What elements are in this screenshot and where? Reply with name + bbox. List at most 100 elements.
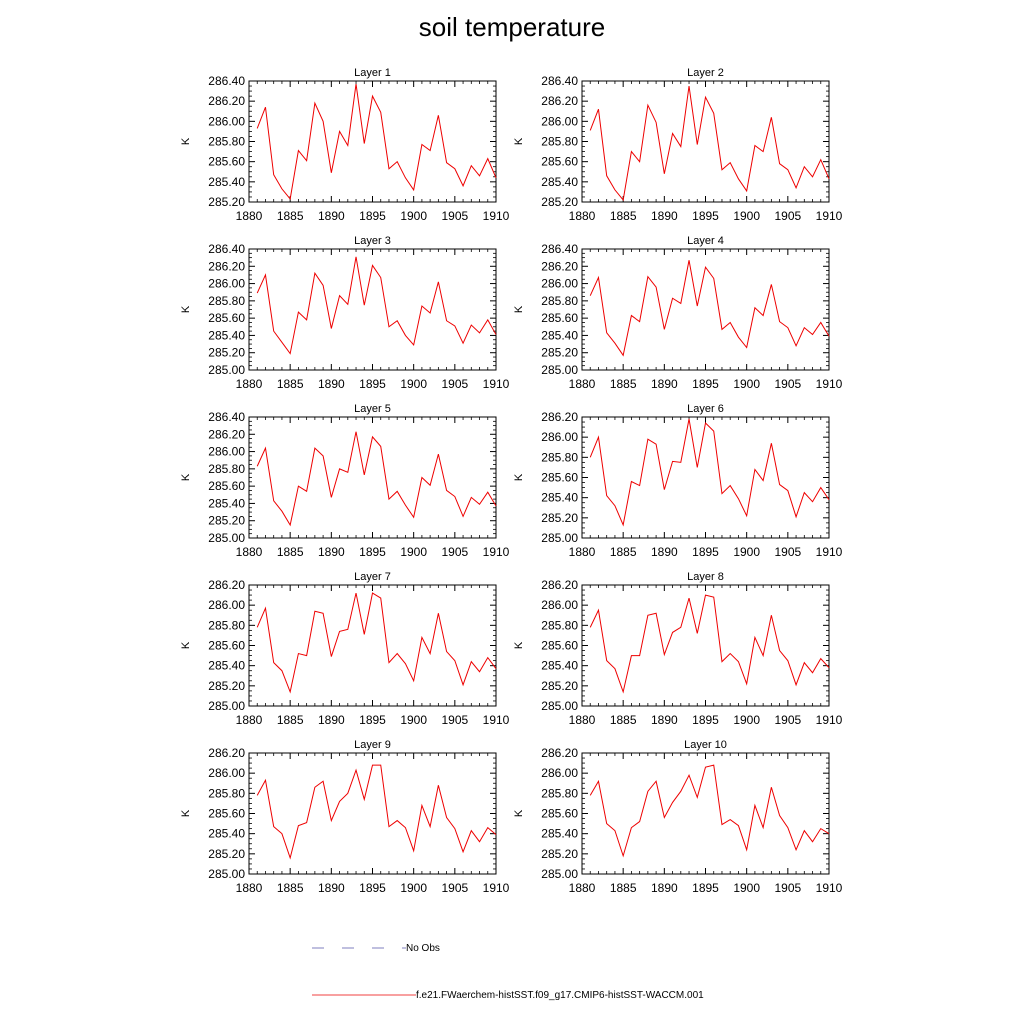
series-line-model [256,256,497,355]
x-tick-label: 1890 [651,713,678,727]
x-tick-label: 1880 [236,881,263,895]
y-tick-label: 286.40 [541,74,578,88]
x-tick-label: 1880 [236,377,263,391]
y-tick-label: 286.00 [208,277,245,291]
y-tick-label: 285.60 [541,639,578,653]
x-tick-label: 1885 [610,881,637,895]
x-tick-label: 1890 [651,881,678,895]
x-tick-label: 1905 [774,377,801,391]
x-tick-label: 1895 [692,209,719,223]
x-tick-label: 1910 [816,881,843,895]
y-tick-label: 285.60 [208,311,245,325]
y-tick-label: 286.00 [541,114,578,128]
y-tick-label: 285.80 [541,135,578,149]
panel-3: Layer 3 K 285.00 285.20 285.40 285.60 285.80 28… [180,235,510,391]
y-tick-label: 286.20 [208,259,245,273]
x-tick-label: 1900 [733,545,760,559]
y-tick-label: 286.20 [208,578,245,592]
x-tick-label: 1890 [651,209,678,223]
y-tick-label: 285.40 [208,659,245,673]
x-tick-label: 1890 [318,209,345,223]
y-tick-label: 285.60 [541,471,578,485]
x-tick-label: 1885 [277,377,304,391]
x-tick-label: 1900 [400,881,427,895]
x-tick-label: 1885 [610,209,637,223]
x-tick-label: 1905 [441,881,468,895]
series-line-model [589,764,830,858]
x-tick-label: 1900 [400,209,427,223]
legend-obs-swatch [312,947,406,949]
panel-title: Layer 4 [687,235,724,247]
y-tick-label: 286.20 [208,94,245,108]
series-line-model [256,764,497,860]
y-tick-label: 286.20 [541,94,578,108]
x-tick-label: 1905 [441,545,468,559]
y-tick-label: 285.80 [541,786,578,800]
y-tick-label: 286.20 [541,259,578,273]
y-tick-label: 285.80 [541,618,578,632]
x-tick-label: 1905 [441,377,468,391]
y-tick-label: 285.20 [541,195,578,209]
y-tick-label: 285.60 [541,311,578,325]
x-tick-label: 1890 [318,377,345,391]
x-tick-label: 1910 [483,881,510,895]
y-tick-label: 285.40 [541,827,578,841]
y-tick-label: 285.40 [208,328,245,342]
y-tick-label: 286.20 [208,746,245,760]
y-tick-label: 285.80 [541,294,578,308]
y-tick-label: 285.00 [541,363,578,377]
y-tick-label: 285.60 [208,479,245,493]
panel-title: Layer 8 [687,571,724,583]
y-tick-label: 285.20 [541,847,578,861]
series-line-model [589,594,830,694]
panel-1: Layer 1 K 285.20 285.40 285.60 285.80 286.00 28… [180,67,510,223]
series-line-model [589,85,830,202]
x-tick-label: 1880 [569,545,596,559]
y-tick-label: 285.00 [541,867,578,881]
y-tick-label: 286.20 [541,410,578,424]
x-tick-label: 1900 [400,545,427,559]
panel-4: Layer 4 K 285.00 285.20 285.40 285.60 285.80 28… [513,235,843,391]
y-tick-label: 285.00 [208,363,245,377]
x-tick-label: 1905 [441,713,468,727]
y-tick-label: 285.20 [541,679,578,693]
x-tick-label: 1880 [569,209,596,223]
panel-6: Layer 6 K 285.00 285.20 285.40 285.60 285.80 28… [513,403,843,559]
x-tick-label: 1880 [236,545,263,559]
x-tick-label: 1890 [318,545,345,559]
legend-model-label: f.e21.FWaerchem-histSST.f09_g17.CMIP6-hi… [416,989,704,1001]
y-tick-label: 285.00 [208,699,245,713]
x-tick-label: 1910 [816,209,843,223]
legend-model-swatch [312,994,416,996]
x-tick-label: 1895 [359,713,386,727]
x-tick-label: 1905 [774,545,801,559]
x-tick-label: 1900 [733,881,760,895]
x-tick-label: 1880 [236,209,263,223]
y-tick-label: 285.20 [541,346,578,360]
x-tick-label: 1900 [733,713,760,727]
y-tick-label: 286.00 [541,766,578,780]
y-tick-label: 285.20 [541,511,578,525]
x-tick-label: 1890 [651,377,678,391]
x-tick-label: 1885 [610,377,637,391]
panel-8: Layer 8 K 285.00 285.20 285.40 285.60 285.80 28… [513,571,843,727]
y-tick-label: 285.80 [541,450,578,464]
plot-frame [248,80,497,203]
panel-title: Layer 2 [687,67,724,79]
y-tick-label: 285.40 [541,491,578,505]
x-tick-label: 1910 [483,209,510,223]
y-tick-label: 286.00 [208,114,245,128]
y-tick-label: 285.20 [208,195,245,209]
series-line-model [256,592,497,694]
x-tick-label: 1905 [774,209,801,223]
y-axis-label: K [180,473,192,481]
legend-model: f.e21.FWaerchem-histSST.f09_g17.CMIP6-hi… [312,989,704,1001]
x-tick-label: 1885 [277,545,304,559]
x-tick-label: 1900 [733,209,760,223]
x-tick-label: 1885 [277,713,304,727]
x-tick-label: 1885 [277,209,304,223]
plot-frame [248,416,497,539]
y-tick-label: 286.20 [541,578,578,592]
y-tick-label: 286.20 [208,427,245,441]
